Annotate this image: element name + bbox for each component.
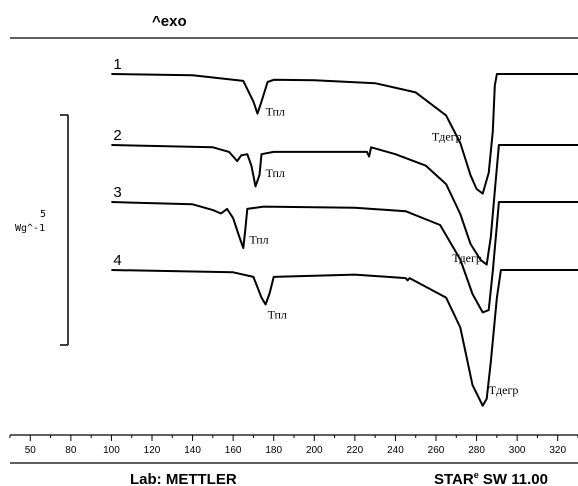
x-tick-label: 240 <box>387 445 404 456</box>
x-tick-label: 300 <box>509 445 526 456</box>
x-tick-label: 160 <box>225 445 242 456</box>
x-tick-label: 200 <box>306 445 323 456</box>
curve-3 <box>111 201 578 314</box>
curve-4 <box>111 269 578 407</box>
x-tick-label: 220 <box>347 445 364 456</box>
x-tick-label: 50 <box>25 445 37 456</box>
x-tick-label: 80 <box>65 445 77 456</box>
software-label: STARe SW 11.00 <box>434 470 548 486</box>
annotation-4-0: Тпл <box>268 307 287 321</box>
x-tick-label: 260 <box>428 445 445 456</box>
lab-label: Lab: METTLER <box>130 471 237 486</box>
curves-layer <box>111 73 578 407</box>
annotation-3-0: Тпл <box>249 232 268 246</box>
curve-label-1: 1 <box>113 56 121 73</box>
x-tick-label: 120 <box>144 445 161 456</box>
software-version: SW 11.00 <box>479 471 548 486</box>
annotation-1-0: Тпл <box>266 104 285 118</box>
x-tick-label: 180 <box>265 445 282 456</box>
curve-1 <box>111 73 578 195</box>
curve-labels-layer: 1 2 3 4 <box>113 56 121 269</box>
annotations-layer: Тпл Тпл Тдегр Тпл Тдегр Тпл Тдегр <box>249 104 518 397</box>
annotation-2-0: Тпл <box>266 166 285 180</box>
annotation-4-1: Тдегр <box>489 383 519 397</box>
annotation-3-1: Тдегр <box>452 251 482 265</box>
x-tick-label: 320 <box>549 445 566 456</box>
exo-label: ^exo <box>152 13 187 30</box>
software-star: STAR <box>434 471 474 486</box>
x-tick-label: 100 <box>103 445 120 456</box>
curve-label-3: 3 <box>113 184 121 201</box>
software-star-sup: e <box>474 470 479 480</box>
curve-label-2: 2 <box>113 127 121 144</box>
scale-bar-unit: Wg^-1 <box>15 223 45 234</box>
scale-bar: 5 Wg^-1 <box>15 114 69 346</box>
x-axis-ticks: 50 80 100 120 140 160 180 200 220 240 260 280 300 320 <box>9 435 578 456</box>
curve-2 <box>111 144 578 266</box>
x-tick-label: 280 <box>468 445 485 456</box>
x-tick-label: 140 <box>184 445 201 456</box>
curve-label-4: 4 <box>113 252 121 269</box>
scale-bar-value: 5 <box>40 209 46 220</box>
annotation-2-1: Тдегр <box>432 129 462 143</box>
